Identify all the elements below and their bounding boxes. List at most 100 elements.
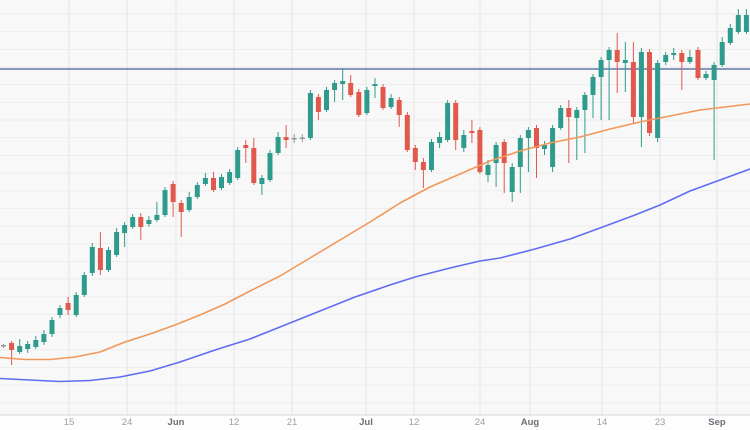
candle bbox=[542, 141, 547, 155]
candle bbox=[590, 74, 596, 118]
x-axis-label-21: 21 bbox=[287, 417, 298, 428]
x-axis-label-24: 24 bbox=[475, 417, 486, 428]
candle bbox=[267, 150, 273, 182]
candle bbox=[219, 174, 224, 190]
candle bbox=[412, 145, 418, 170]
candle bbox=[501, 139, 507, 193]
candle bbox=[89, 243, 95, 276]
candle bbox=[534, 125, 539, 178]
candle bbox=[630, 42, 636, 123]
candle bbox=[695, 47, 701, 80]
candle bbox=[307, 90, 313, 140]
candle bbox=[283, 125, 289, 148]
candle bbox=[566, 100, 572, 163]
candle bbox=[735, 9, 741, 34]
candle bbox=[550, 125, 556, 172]
candle bbox=[453, 100, 459, 150]
candle bbox=[509, 163, 515, 202]
x-axis-labels[interactable]: 15 24 Jun 12 21 Jul 12 24 Aug 14 23 Sep bbox=[64, 417, 726, 428]
candle bbox=[380, 84, 386, 110]
candle bbox=[138, 213, 144, 240]
candle bbox=[275, 132, 281, 155]
candle bbox=[614, 33, 620, 93]
candle bbox=[404, 112, 410, 152]
candle bbox=[227, 169, 233, 185]
x-axis-label-aug: Aug bbox=[521, 417, 540, 428]
candle bbox=[719, 37, 725, 67]
candle bbox=[517, 135, 523, 193]
candle bbox=[638, 48, 644, 147]
x-axis-label-12: 12 bbox=[229, 417, 240, 428]
candle bbox=[364, 87, 370, 115]
candle bbox=[461, 130, 467, 152]
candle bbox=[493, 142, 499, 187]
candle bbox=[299, 134, 305, 142]
candle bbox=[598, 57, 604, 120]
candle bbox=[372, 78, 378, 98]
ma-fast-orange bbox=[0, 103, 750, 361]
x-axis-strip bbox=[0, 415, 750, 430]
candle bbox=[711, 62, 717, 160]
candle bbox=[25, 341, 31, 353]
x-axis-label-14: 14 bbox=[597, 417, 608, 428]
candle bbox=[324, 87, 329, 112]
candle bbox=[154, 202, 160, 222]
candle bbox=[388, 94, 394, 109]
candle bbox=[130, 214, 136, 229]
candle bbox=[1, 344, 6, 348]
candle bbox=[81, 272, 87, 297]
x-axis-label-12: 12 bbox=[409, 417, 420, 428]
candle bbox=[65, 297, 71, 315]
candle bbox=[243, 140, 249, 163]
candle bbox=[315, 94, 321, 120]
candle bbox=[348, 75, 354, 97]
candle bbox=[655, 60, 661, 142]
candle bbox=[703, 71, 709, 80]
candle bbox=[33, 336, 39, 349]
candle bbox=[647, 49, 652, 136]
x-axis-label-jul: Jul bbox=[359, 417, 373, 428]
candle bbox=[606, 47, 612, 120]
candle bbox=[574, 107, 580, 160]
candle bbox=[122, 222, 128, 247]
candle bbox=[97, 232, 103, 275]
x-axis-label-jun: Jun bbox=[168, 417, 185, 428]
candle bbox=[340, 69, 346, 100]
candle bbox=[178, 200, 184, 237]
candle bbox=[356, 89, 362, 117]
plot-background bbox=[0, 0, 750, 415]
candle bbox=[186, 192, 192, 212]
candle bbox=[114, 228, 120, 257]
candle bbox=[41, 330, 47, 345]
candle bbox=[420, 158, 426, 188]
candle bbox=[743, 9, 749, 34]
candle bbox=[727, 24, 733, 45]
candle bbox=[17, 339, 23, 354]
candle bbox=[622, 42, 628, 92]
candle bbox=[671, 48, 677, 60]
candle bbox=[663, 52, 669, 65]
candle bbox=[445, 100, 451, 142]
ma-slow-blue bbox=[0, 168, 750, 383]
candle bbox=[9, 341, 15, 365]
candle bbox=[429, 139, 434, 172]
candle bbox=[437, 132, 443, 148]
candle bbox=[194, 182, 200, 199]
candle bbox=[582, 92, 588, 153]
candle bbox=[57, 305, 63, 318]
candle bbox=[73, 292, 79, 317]
candle bbox=[469, 120, 475, 143]
candle bbox=[396, 97, 402, 127]
x-axis-label-sep: Sep bbox=[708, 417, 726, 428]
candle bbox=[679, 50, 685, 90]
candle bbox=[251, 138, 257, 185]
candle bbox=[687, 50, 693, 64]
candle bbox=[162, 187, 168, 217]
candle bbox=[485, 160, 491, 182]
grid-lines bbox=[0, 0, 750, 415]
candle bbox=[235, 147, 241, 180]
candle bbox=[558, 105, 564, 130]
x-axis-label-15: 15 bbox=[64, 417, 75, 428]
